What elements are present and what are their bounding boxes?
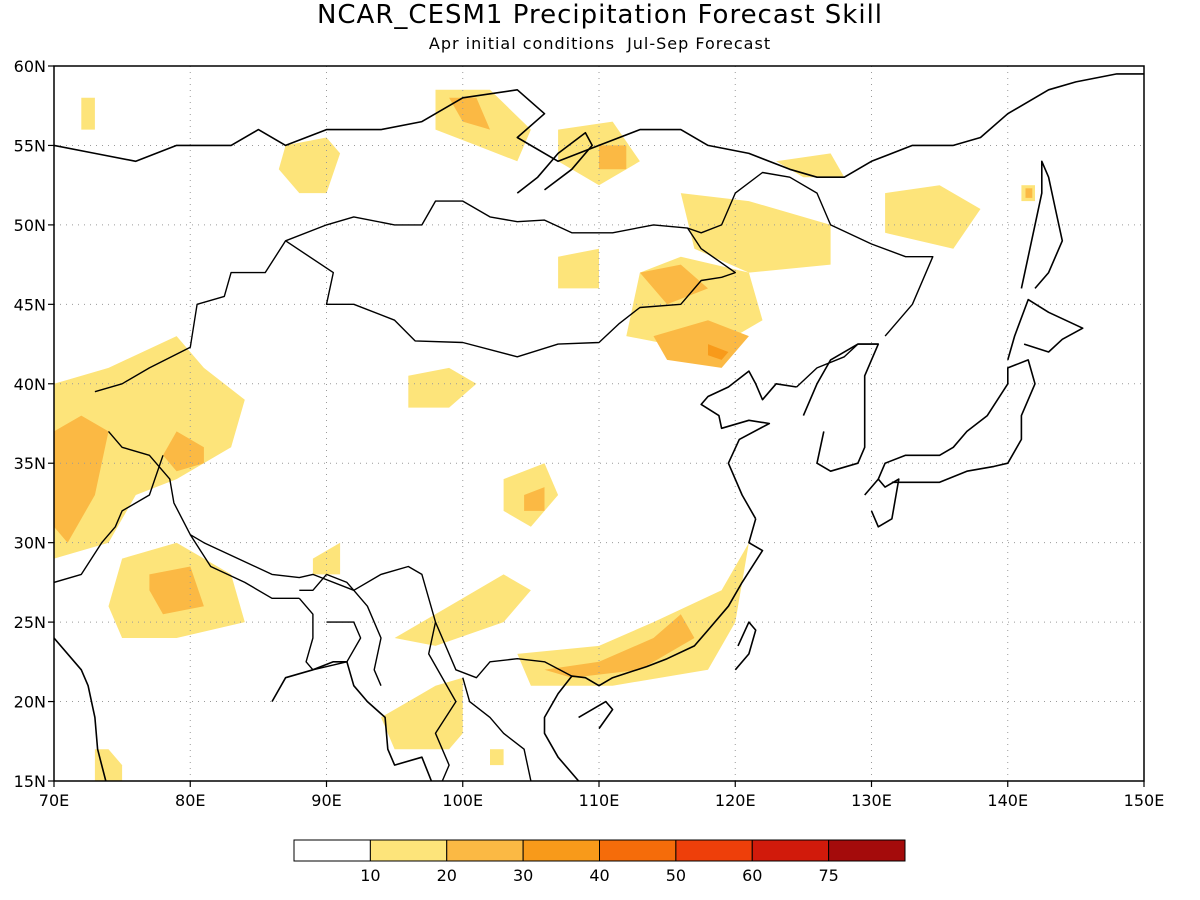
border-1: [285, 227, 736, 358]
skill-region-28: [490, 749, 504, 766]
colorbar-label-50: 50: [666, 866, 686, 885]
skill-region-27: [381, 677, 463, 750]
border-6: [298, 597, 362, 671]
lon-label-120: 120E: [715, 791, 756, 810]
skill-region-30: [1025, 188, 1033, 198]
skill-region-0: [54, 336, 245, 559]
skill-region-9: [449, 97, 490, 130]
coastline-4: [578, 700, 614, 730]
lat-label-30: 30N: [14, 534, 46, 553]
skill-region-19: [708, 344, 729, 360]
lon-label-130: 130E: [851, 791, 892, 810]
lat-label-50: 50N: [14, 216, 46, 235]
border-7: [353, 589, 382, 686]
colorbar-label-40: 40: [589, 866, 609, 885]
lat-label-35: 35N: [14, 454, 46, 473]
coastline-9: [543, 518, 764, 781]
colorbar: 10 20 30 40 50 60 75: [293, 839, 906, 885]
coastline-5: [802, 343, 880, 473]
skill-region-22: [524, 487, 545, 511]
skill-region-4: [149, 566, 204, 615]
border-8: [462, 677, 532, 781]
lat-label-45: 45N: [14, 295, 46, 314]
lon-label-100: 100E: [442, 791, 483, 810]
colorbar-swatch-5: [675, 839, 753, 862]
skill-region-7: [278, 137, 341, 194]
skill-region-1: [54, 415, 109, 543]
lat-label-25: 25N: [14, 613, 46, 632]
lon-label-110: 110E: [579, 791, 620, 810]
colorbar-swatch-6: [751, 839, 830, 862]
skill-region-11: [599, 145, 627, 170]
skill-region-13: [776, 153, 845, 178]
coastline-0: [54, 73, 1144, 178]
chart-title: NCAR_CESM1 Precipitation Forecast Skill: [316, 0, 884, 30]
skill-region-18: [653, 320, 749, 368]
skill-region-2: [163, 431, 204, 472]
coastline-11: [54, 637, 107, 781]
lon-label-150: 150E: [1124, 791, 1165, 810]
coastline-7: [877, 359, 1036, 484]
coastline-12: [271, 660, 433, 781]
lon-label-90: 90E: [311, 791, 341, 810]
colorbar-swatch-1: [369, 839, 448, 862]
colorbar-label-30: 30: [513, 866, 533, 885]
lat-label-60: 60N: [14, 57, 46, 76]
border-5: [299, 573, 355, 591]
coastline-2: [1020, 160, 1064, 289]
skill-region-14: [885, 185, 981, 249]
coastlines-and-borders: [54, 73, 1144, 781]
colorbar-label-60: 60: [742, 866, 762, 885]
colorbar-label-20: 20: [437, 866, 457, 885]
colorbar-swatch-0: [293, 839, 371, 862]
skill-region-6: [81, 97, 95, 130]
lat-label-55: 55N: [14, 136, 46, 155]
border-3: [54, 455, 164, 584]
skill-region-12: [680, 193, 831, 273]
coastline-10: [700, 370, 797, 520]
skill-region-23: [394, 574, 531, 646]
lon-label-70: 70E: [39, 791, 69, 810]
axis-labels: 70E 80E 90E 100E 110E 120E 130E 140E 150E 15N 20N 2…: [14, 57, 1165, 810]
coastline-1: [516, 131, 594, 194]
subtitle-initial-conditions: Apr initial conditions: [428, 34, 616, 53]
border-4: [189, 534, 300, 599]
colorbar-swatch-3: [522, 839, 600, 862]
lat-label-15: 15N: [14, 772, 46, 791]
skill-shading-layer: [54, 89, 1035, 781]
border-10: [796, 343, 879, 388]
lat-label-40: 40N: [14, 375, 46, 394]
colorbar-swatch-2: [446, 839, 524, 862]
colorbar-label-10: 10: [360, 866, 380, 885]
border-0: [94, 171, 934, 393]
colorbar-swatch-4: [599, 839, 677, 862]
chart-subtitle: Apr initial conditions Jul-Sep Forecast: [0, 34, 1200, 54]
border-9: [428, 621, 457, 781]
lat-label-20: 20N: [14, 693, 46, 712]
skill-region-20: [408, 367, 477, 408]
lon-label-80: 80E: [175, 791, 205, 810]
colorbar-swatch-7: [828, 839, 906, 862]
coastline-8: [1007, 298, 1084, 361]
colorbar-label-75: 75: [818, 866, 838, 885]
skill-region-15: [558, 248, 599, 289]
skill-region-5: [94, 749, 123, 781]
skill-region-17: [639, 264, 708, 305]
skill-region-24: [517, 542, 749, 686]
coastline-3: [734, 621, 757, 671]
skill-region-25: [544, 614, 695, 678]
lon-label-140: 140E: [987, 791, 1028, 810]
subtitle-forecast-period: Jul-Sep Forecast: [627, 34, 772, 53]
